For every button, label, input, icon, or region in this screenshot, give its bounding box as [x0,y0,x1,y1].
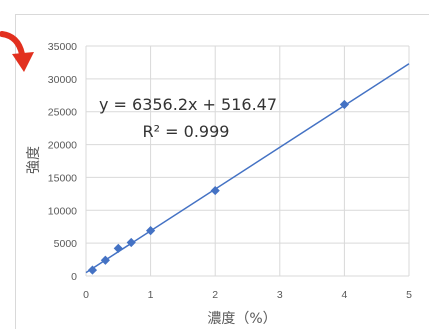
y-tick-label: 20000 [48,140,77,152]
x-axis-title: 濃度（%） [207,311,276,327]
data-point [126,237,136,248]
data-point [210,185,220,196]
x-tick-label: 2 [212,289,218,301]
trendline-layer [85,63,410,274]
x-tick-label: 4 [341,289,347,301]
data-point [113,243,123,253]
y-axis-ticks: 0 5000 10000 15000 20000 25000 30000 35000 [48,41,77,283]
data-point [339,99,349,110]
y-tick-label: 15000 [48,172,77,184]
trendline-equation: y = 6356.2x + 516.47 [99,95,277,114]
data-points [87,99,349,275]
data-point [146,226,156,236]
y-axis-title: 強度 [26,146,42,174]
x-tick-label: 0 [83,289,89,301]
y-tick-label: 10000 [48,205,77,217]
x-axis-ticks: 0 1 2 3 4 5 [83,289,412,301]
trendline [85,63,410,274]
gridlines [85,45,410,277]
y-tick-label: 30000 [48,74,77,86]
y-tick-label: 25000 [48,107,77,119]
chart-area [15,14,429,329]
x-tick-label: 3 [277,289,283,301]
data-point [100,255,110,265]
y-tick-label: 35000 [48,41,77,53]
x-tick-label: 5 [406,289,412,301]
x-tick-label: 1 [148,289,154,301]
red-curved-arrow-icon [0,31,34,72]
y-tick-label: 0 [71,271,77,283]
r-squared-label: R² = 0.999 [143,122,230,141]
data-point [87,265,98,275]
y-tick-label: 5000 [54,238,78,250]
